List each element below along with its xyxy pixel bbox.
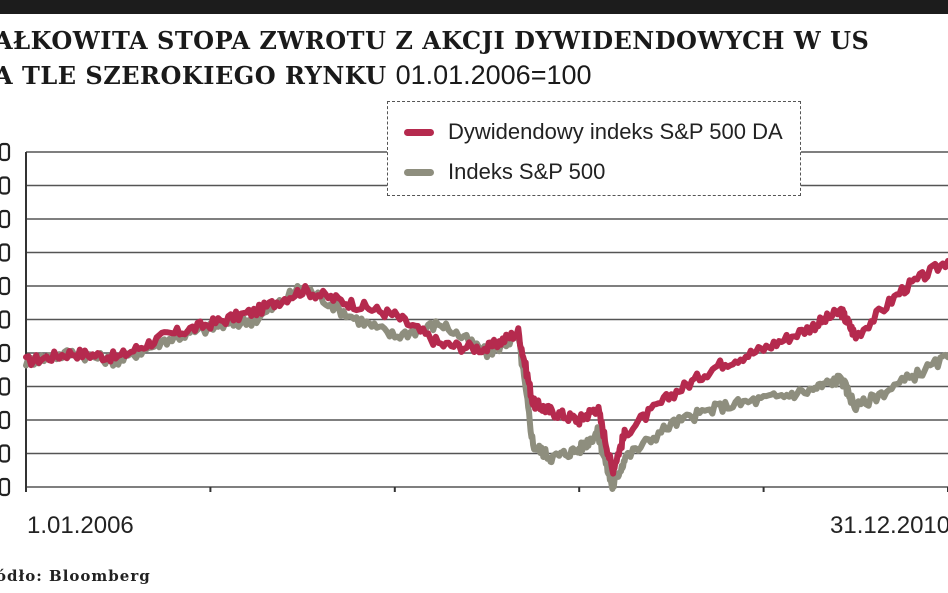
legend: Dywidendowy indeks S&P 500 DA Indeks S&P… [387, 101, 801, 196]
legend-label-sp500: Indeks S&P 500 [448, 159, 606, 184]
grid-lines [25, 151, 948, 488]
y-tick-fragment [0, 310, 11, 329]
source-note: ódło: Bloomberg [0, 567, 151, 585]
x-start-label: 1.01.2006 [27, 512, 134, 539]
y-tick-fragment [0, 410, 11, 430]
y-tick-fragment [0, 343, 11, 363]
y-tick-fragment [0, 176, 11, 195]
x-end-label: 31.12.2010 [830, 512, 948, 539]
legend-swatch-dividend [404, 128, 434, 136]
y-tick-fragment [0, 377, 11, 396]
top-bar [0, 0, 948, 14]
y-tick-fragment [0, 276, 11, 296]
series-line-sp500 [23, 283, 948, 492]
chart-title-text-1: AŁKOWITA STOPA ZWROTU Z AKCJI DYWIDENDOW… [0, 26, 870, 55]
legend-swatch-sp500 [404, 168, 434, 176]
legend-item-sp500: Indeks S&P 500 [404, 157, 605, 187]
x-axis-ticks [25, 487, 948, 492]
chart-title-line1: AŁKOWITA STOPA ZWROTU Z AKCJI DYWIDENDOW… [0, 26, 869, 55]
y-tick-fragment [0, 209, 11, 229]
series-lines [23, 257, 948, 492]
legend-label-dividend: Dywidendowy indeks S&P 500 DA [448, 119, 783, 144]
chart-title-base-date: 01.01.2006=100 [395, 60, 592, 90]
y-tick-fragment [0, 477, 11, 497]
y-tick-fragment [0, 444, 11, 463]
y-tick-fragment [0, 243, 11, 262]
y-tick-labels [0, 142, 11, 497]
chart-title-text-2: A TLE SZEROKIEGO RYNKU [0, 61, 387, 90]
series-line-dividend [23, 257, 948, 477]
chart-title-line2: A TLE SZEROKIEGO RYNKU 01.01.2006=100 [0, 60, 592, 91]
legend-item-dividend: Dywidendowy indeks S&P 500 DA [404, 117, 783, 147]
y-tick-fragment [0, 142, 11, 162]
